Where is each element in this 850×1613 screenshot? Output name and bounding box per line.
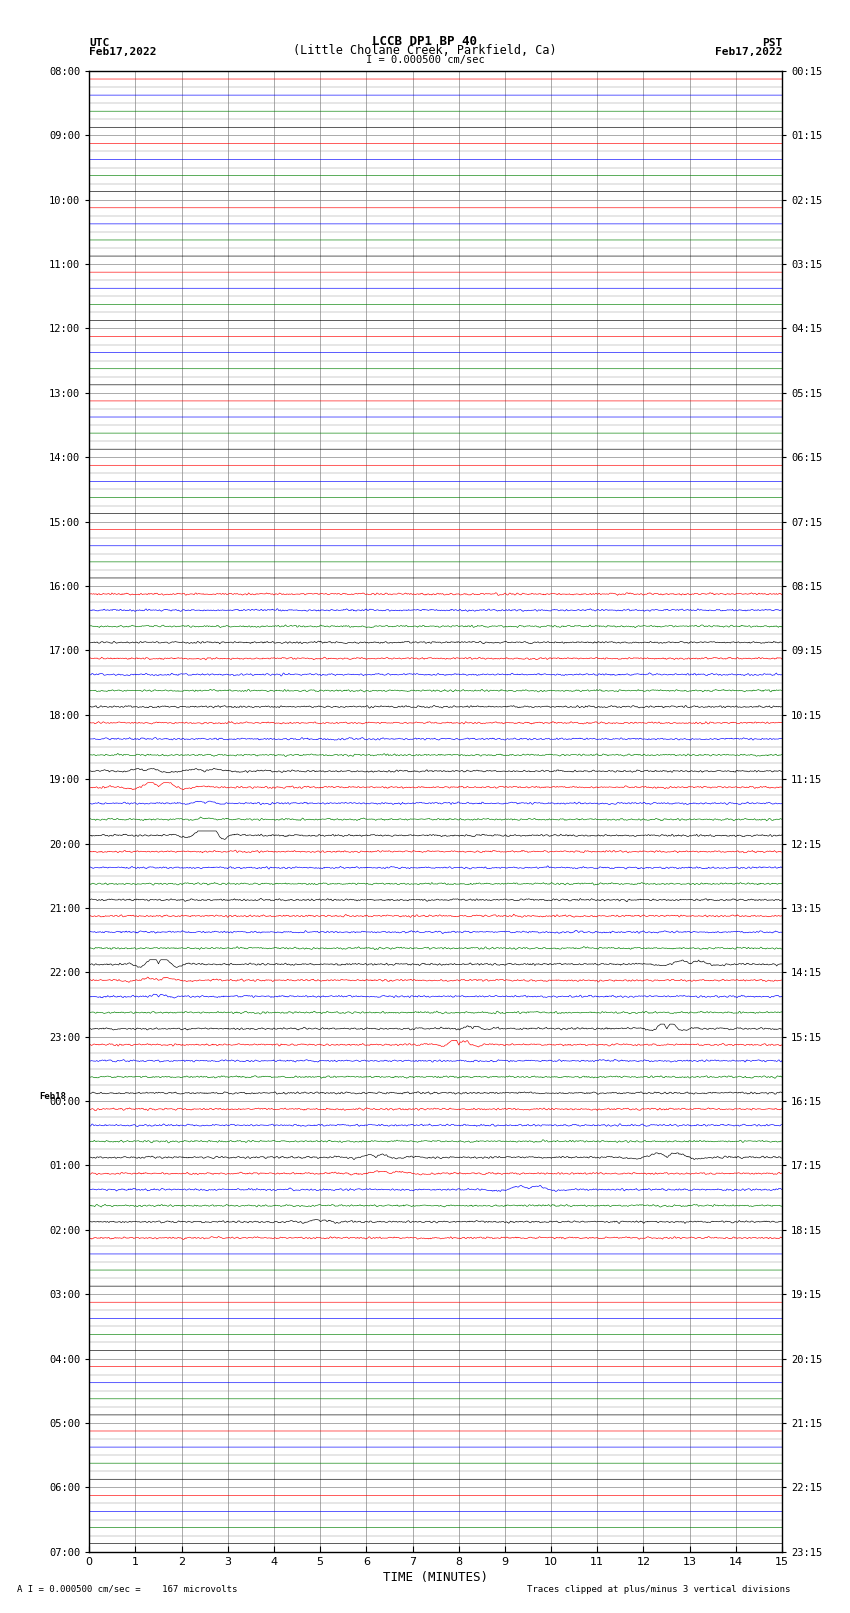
- Text: Feb18: Feb18: [39, 1092, 66, 1102]
- Text: PST: PST: [762, 37, 782, 47]
- Text: (Little Cholane Creek, Parkfield, Ca): (Little Cholane Creek, Parkfield, Ca): [293, 44, 557, 58]
- Text: Feb17,2022: Feb17,2022: [89, 47, 156, 58]
- Text: A I = 0.000500 cm/sec =    167 microvolts: A I = 0.000500 cm/sec = 167 microvolts: [17, 1584, 237, 1594]
- X-axis label: TIME (MINUTES): TIME (MINUTES): [383, 1571, 488, 1584]
- Text: LCCB DP1 BP 40: LCCB DP1 BP 40: [372, 34, 478, 47]
- Text: I = 0.000500 cm/sec: I = 0.000500 cm/sec: [366, 55, 484, 65]
- Text: UTC: UTC: [89, 37, 110, 47]
- Text: Feb17,2022: Feb17,2022: [715, 47, 782, 58]
- Text: Traces clipped at plus/minus 3 vertical divisions: Traces clipped at plus/minus 3 vertical …: [527, 1584, 790, 1594]
